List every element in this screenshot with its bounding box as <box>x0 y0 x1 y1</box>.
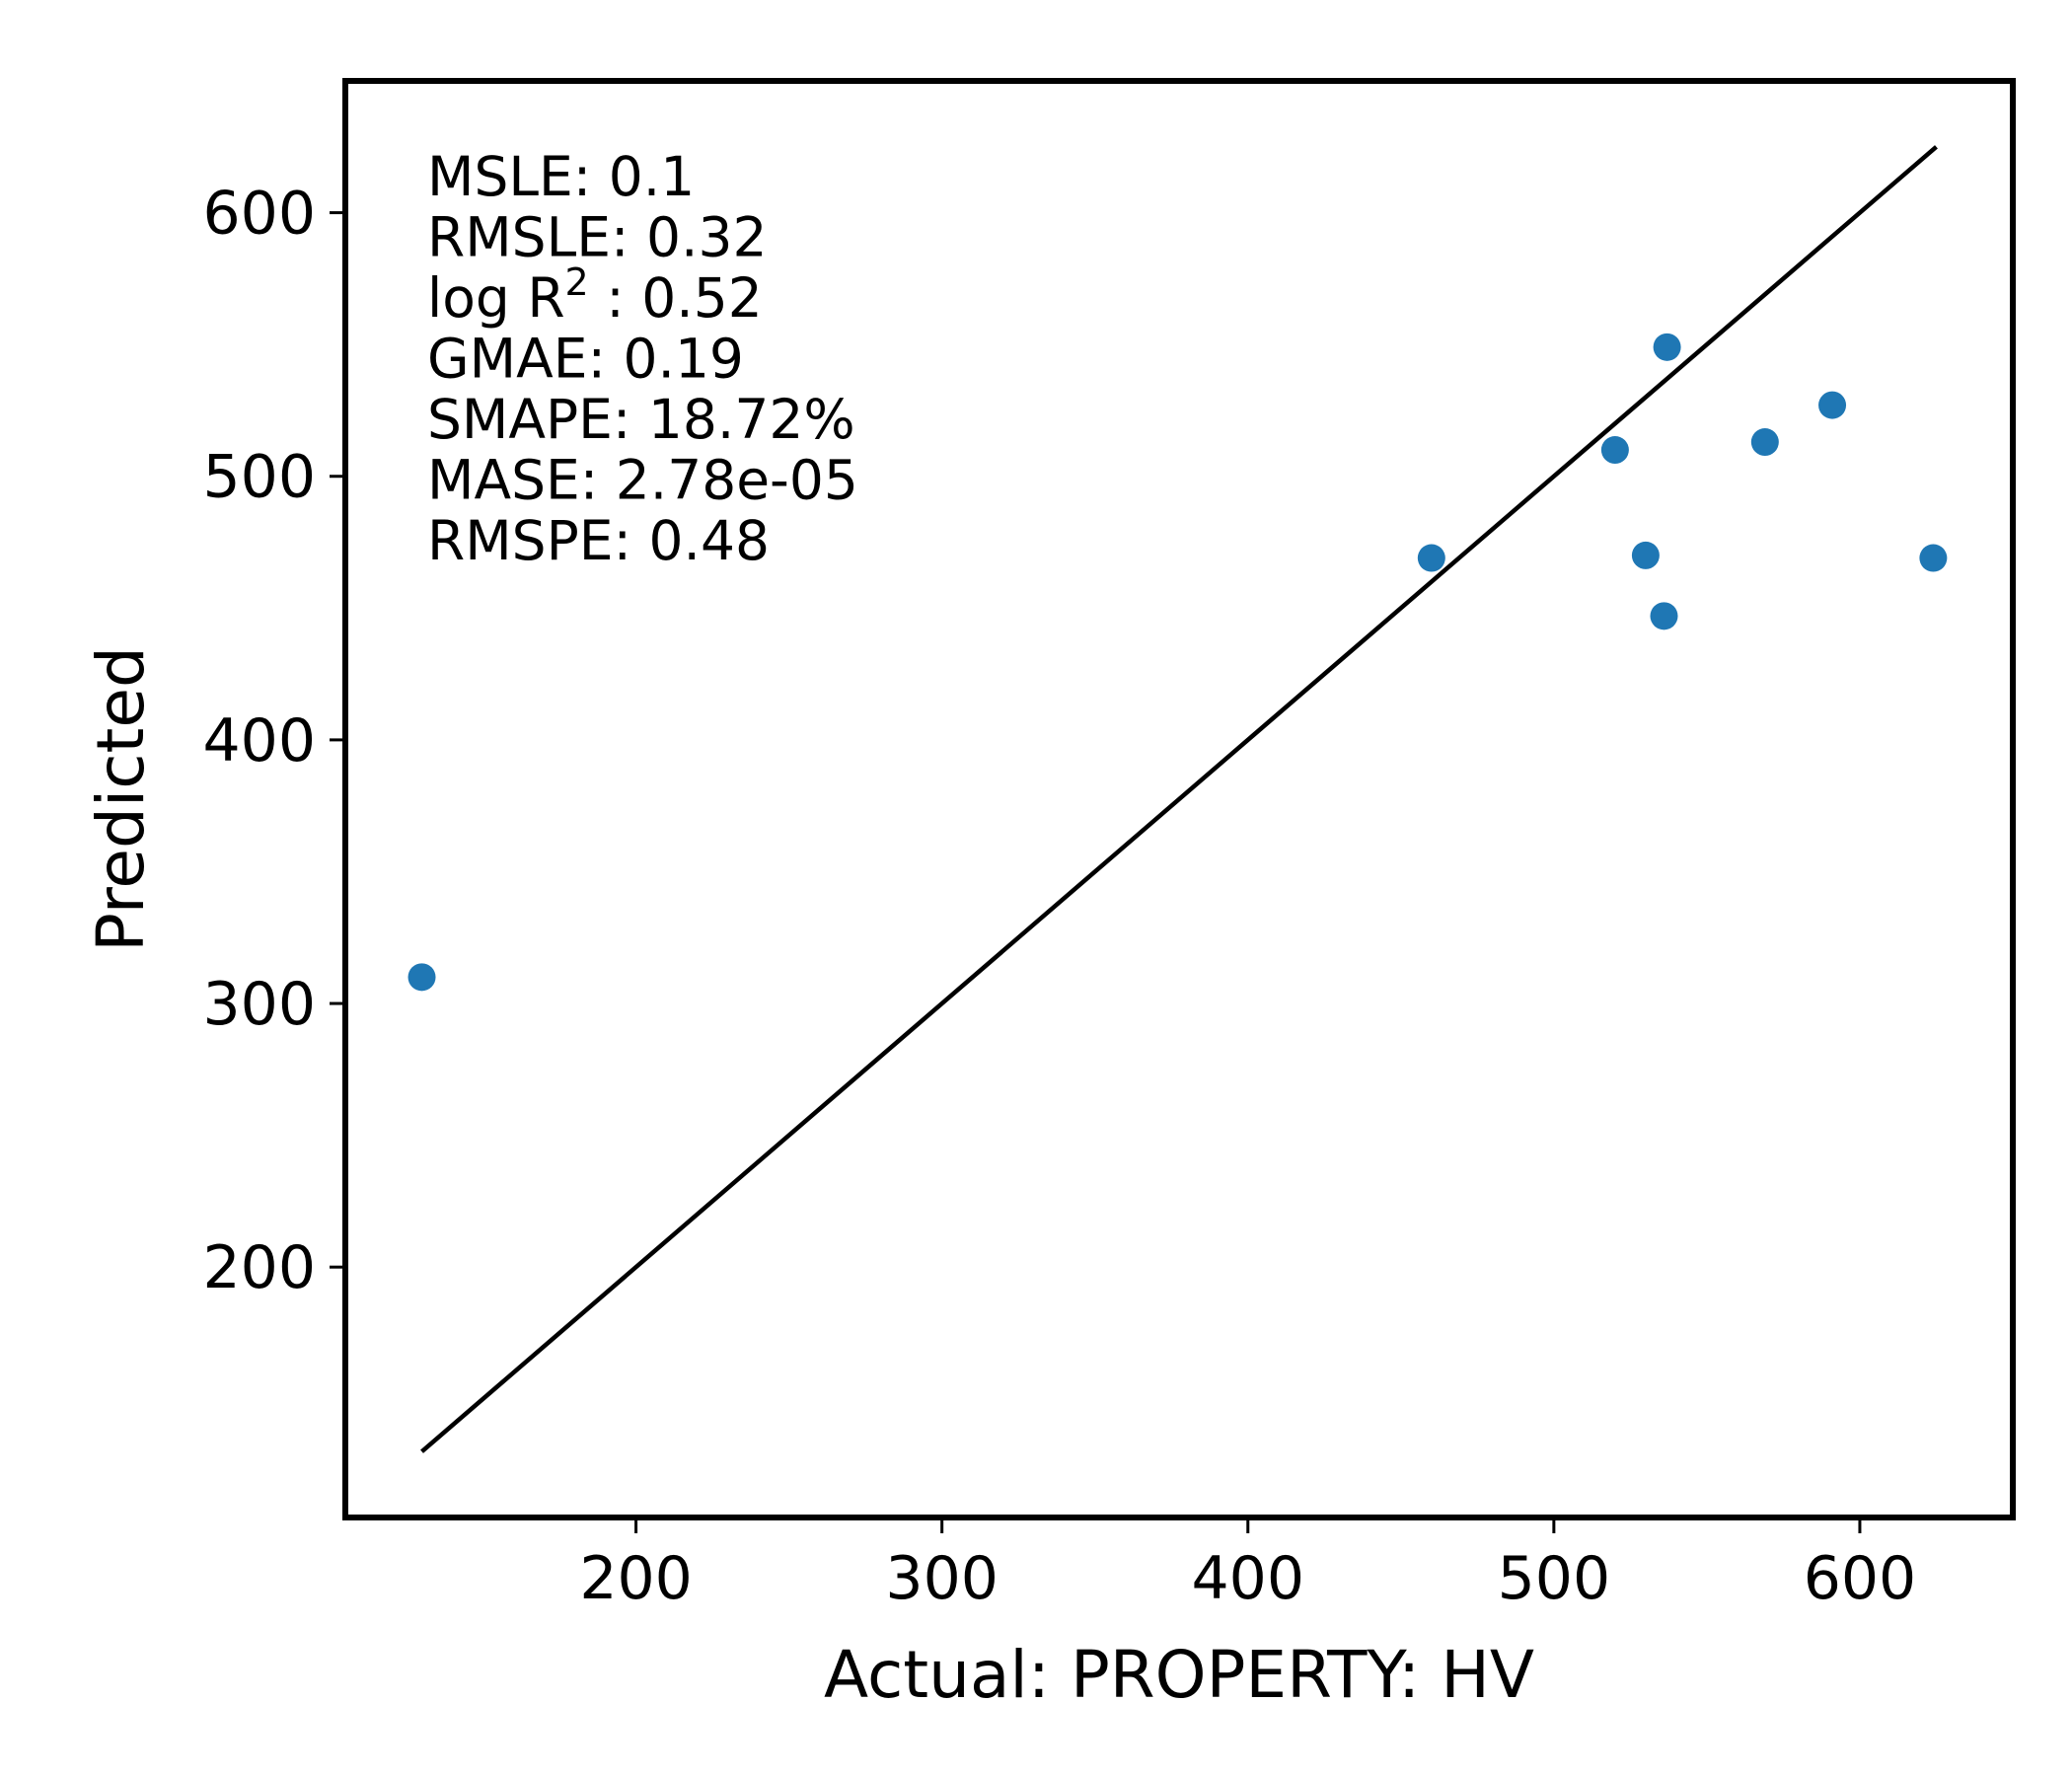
plot-frame <box>342 78 2016 1520</box>
metric-mase: MASE: 2.78e-05 <box>427 449 858 512</box>
x-tick-label: 500 <box>1498 1544 1611 1613</box>
x-tick-label: 400 <box>1192 1544 1305 1613</box>
scatter-point-1 <box>407 963 436 992</box>
metric-smape: SMAPE: 18.72% <box>427 388 855 451</box>
metric-msle: MSLE: 0.1 <box>427 145 695 208</box>
axes: 200 300 400 500 600 200 300 400 500 600 <box>202 180 1916 1613</box>
scatter-point-5 <box>1650 602 1678 630</box>
y-tick-label: 600 <box>202 180 316 249</box>
metric-rmspe: RMSPE: 0.48 <box>427 509 770 572</box>
y-tick-label: 300 <box>202 970 316 1039</box>
scatter-point-8 <box>1818 391 1847 419</box>
identity-line <box>420 145 1938 1453</box>
scatter-point-9 <box>1919 544 1948 572</box>
metric-gmae: GMAE: 0.19 <box>427 328 744 391</box>
x-tick-label: 300 <box>885 1544 999 1613</box>
y-tick-label: 500 <box>202 443 316 512</box>
scatter-point-3 <box>1600 436 1629 465</box>
scatter-point-2 <box>1417 544 1445 572</box>
scatter-point-7 <box>1750 428 1779 457</box>
metric-log-r: log R2 : 0.52 <box>427 260 763 330</box>
x-tick-label: 200 <box>579 1544 693 1613</box>
x-tick-label: 600 <box>1804 1544 1917 1613</box>
metric-rmsle: RMSLE: 0.32 <box>427 206 767 269</box>
y-tick-label: 200 <box>202 1233 316 1302</box>
plot-area <box>407 145 1948 1453</box>
y-axis-label: Predicted <box>83 646 159 952</box>
scatter-point-4 <box>1631 541 1660 569</box>
scatter-point-6 <box>1653 333 1681 361</box>
y-tick-label: 400 <box>202 706 316 776</box>
x-axis-label: Actual: PROPERTY: HV <box>824 1637 1534 1713</box>
